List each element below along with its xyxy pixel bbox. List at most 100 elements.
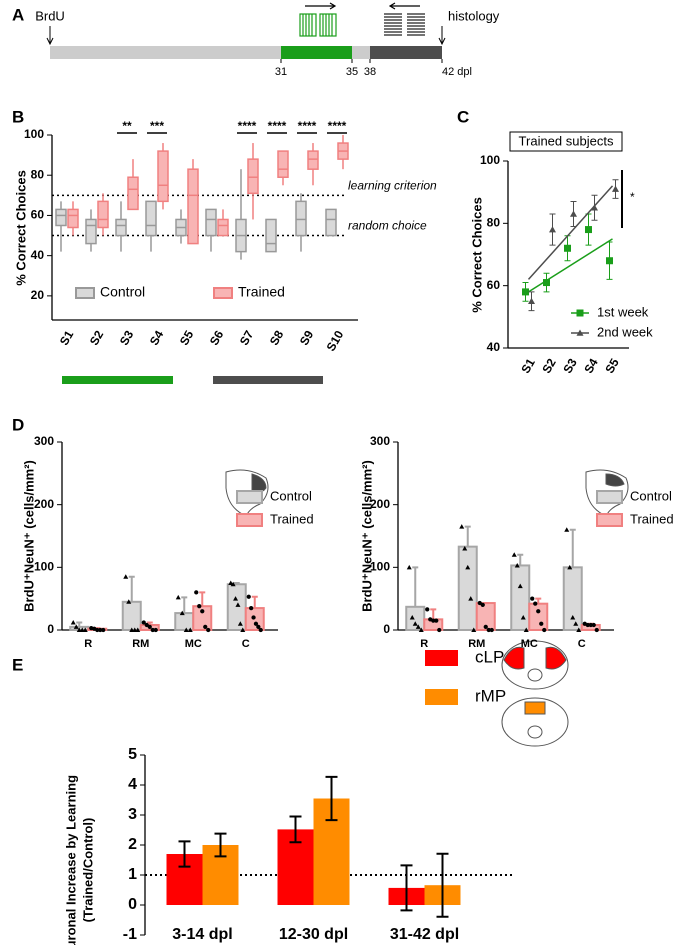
brain-icon: [501, 640, 569, 747]
y-tick-label: 100: [370, 560, 390, 574]
stripe-icon-dark: [384, 2, 425, 36]
y-axis-label: BrdU⁺NeuN⁺ (cells/mm²): [21, 460, 36, 612]
y-tick-label: 0: [128, 896, 137, 913]
marker: [418, 627, 424, 632]
x-tick-label: S1: [57, 328, 77, 348]
marker: [123, 574, 129, 579]
y-tick-label: 40: [487, 340, 501, 354]
timeline-tick-label: 38: [364, 66, 376, 78]
error-bar: [430, 608, 437, 620]
box: [247, 158, 259, 195]
timeline-tick-label: 42 dpl: [442, 66, 472, 78]
y-tick-label: 60: [487, 278, 501, 292]
error-bar: [535, 597, 542, 604]
marker: [437, 627, 442, 633]
marker: [573, 621, 579, 626]
legend-swatch: [75, 287, 95, 299]
marker: [434, 618, 439, 623]
marker: [564, 244, 571, 252]
marker: [511, 552, 517, 557]
marker: [126, 599, 132, 604]
marker: [465, 564, 471, 570]
phase-bar: [213, 376, 323, 384]
legend-swatch: [425, 650, 458, 666]
title-box: [509, 131, 623, 152]
marker: [183, 627, 189, 632]
box: [115, 218, 127, 237]
timeline-segment: [370, 46, 442, 59]
timeline-segment: [352, 46, 370, 59]
marker: [576, 329, 584, 336]
x-tick-label: S6: [207, 328, 227, 348]
y-tick-label: 200: [34, 497, 54, 511]
stripe-icon-green: [299, 2, 337, 37]
y-tick-label: 300: [34, 434, 54, 448]
y-axis-label: % Correct Choices: [13, 170, 28, 286]
marker: [258, 627, 263, 633]
legend-label: rMP: [475, 686, 506, 705]
panel-label: D: [12, 415, 24, 434]
marker: [233, 596, 239, 601]
legend-label: Trained: [630, 511, 674, 526]
marker: [591, 204, 598, 211]
legend-label: 1st week: [597, 304, 649, 319]
marker: [200, 609, 205, 614]
box: [295, 200, 307, 237]
legend-swatch: [236, 490, 263, 504]
marker: [543, 279, 550, 287]
x-tick-label: C: [242, 638, 250, 650]
marker: [594, 627, 599, 633]
marker: [576, 309, 584, 317]
marker: [230, 581, 236, 587]
error-bar: [400, 864, 413, 912]
marker: [194, 590, 199, 595]
reference-label: learning criterion: [348, 178, 437, 192]
significance-label: **: [122, 119, 132, 133]
marker: [425, 607, 430, 612]
marker: [135, 627, 141, 632]
x-tick-label: S3: [117, 328, 137, 348]
error-bar: [251, 595, 258, 609]
marker: [235, 602, 241, 607]
box: [97, 200, 109, 229]
marker: [431, 618, 436, 623]
marker: [567, 564, 573, 570]
significance-label: *: [630, 190, 635, 204]
legend-swatch: [596, 513, 623, 527]
fit-line: [527, 185, 614, 280]
x-tick-label: R: [84, 638, 92, 650]
significance-label: ***: [150, 119, 164, 133]
marker: [82, 627, 88, 632]
marker: [459, 524, 465, 529]
marker: [483, 624, 488, 629]
y-axis-label: (Trained/Control): [80, 818, 95, 923]
box: [325, 208, 337, 237]
marker: [523, 627, 529, 632]
legend-label: Control: [630, 488, 672, 503]
panel-label: B: [12, 107, 24, 126]
event-label: histology: [448, 8, 500, 23]
x-tick-label: S4: [581, 356, 601, 376]
box: [145, 200, 157, 237]
box: [187, 168, 199, 245]
error-bar: [289, 815, 302, 844]
x-tick-label: S5: [177, 328, 197, 348]
y-axis-label: BrdU⁺NeuN⁺ (cells/mm²): [359, 460, 374, 612]
marker: [576, 627, 582, 632]
marker: [480, 602, 485, 608]
x-tick-label: S2: [539, 356, 559, 376]
marker: [517, 583, 523, 589]
panel-label: E: [12, 655, 23, 674]
box: [127, 176, 139, 211]
box: [85, 218, 97, 245]
y-tick-label: 300: [370, 434, 390, 448]
bar: [121, 600, 142, 631]
bar: [562, 566, 583, 631]
marker: [522, 288, 529, 296]
error-bar: [569, 528, 576, 568]
timeline-segment: [281, 46, 352, 59]
marker: [240, 627, 246, 632]
marker: [520, 614, 526, 620]
event-label: BrdU: [35, 8, 65, 23]
